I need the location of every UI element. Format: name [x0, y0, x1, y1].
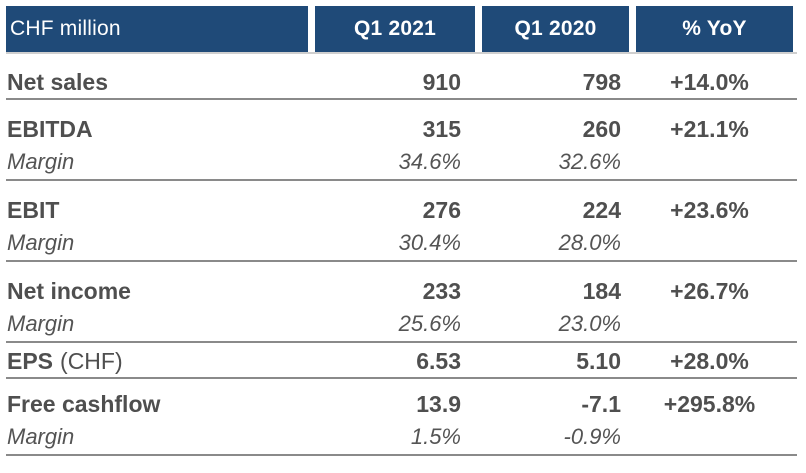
- margin-q1-2021: 34.6%: [398, 149, 461, 174]
- row-label: Net sales: [7, 68, 109, 95]
- group-net-sales: Net sales 910 798 +14.0%: [6, 54, 797, 100]
- table-row: EBITDA 315 260 +21.1%: [6, 113, 797, 145]
- margin-q1-2020: 28.0%: [558, 230, 621, 255]
- group-ebit: EBIT 276 224 +23.6% Margin 30.4% 28.0%: [6, 181, 797, 262]
- margin-label: Margin: [7, 149, 75, 174]
- row-label: EBIT: [7, 196, 60, 223]
- row-label: EPS (CHF): [6, 348, 315, 375]
- group-free-cashflow: Free cashflow 13.9 -7.1 +295.8% Margin 1…: [6, 379, 797, 456]
- margin-row: Margin 1.5% -0.9%: [6, 420, 797, 454]
- group-ebitda: EBITDA 315 260 +21.1% Margin 34.6% 32.6%: [6, 100, 797, 181]
- value-q1-2020: 5.10: [576, 347, 621, 374]
- value-q1-2021: 910: [422, 68, 461, 95]
- margin-q1-2020: 23.0%: [558, 311, 621, 336]
- group-eps: EPS (CHF) 6.53 5.10 +28.0%: [6, 343, 797, 379]
- margin-q1-2020: 32.6%: [558, 149, 621, 174]
- value-yoy: +14.0%: [670, 68, 749, 95]
- value-q1-2020: 184: [582, 277, 621, 304]
- value-q1-2021: 13.9: [416, 390, 461, 417]
- value-yoy: +21.1%: [670, 115, 749, 142]
- eps-unit-suffix: (CHF): [60, 347, 123, 374]
- eps-label: EPS: [7, 347, 54, 374]
- value-q1-2021: 276: [422, 196, 461, 223]
- value-q1-2020: 260: [582, 115, 621, 142]
- margin-q1-2021: 30.4%: [398, 230, 461, 255]
- header-unit-label: CHF million: [6, 6, 308, 52]
- table-row: Free cashflow 13.9 -7.1 +295.8%: [6, 388, 797, 420]
- table-row: EPS (CHF) 6.53 5.10 +28.0%: [6, 345, 797, 377]
- margin-q1-2021: 1.5%: [410, 424, 461, 449]
- row-label: EBITDA: [7, 115, 93, 142]
- table-row: EBIT 276 224 +23.6%: [6, 194, 797, 226]
- row-label: Net income: [7, 277, 131, 304]
- value-q1-2021: 6.53: [416, 347, 461, 374]
- table-header-row: CHF million Q1 2021 Q1 2020 % YoY: [6, 6, 793, 52]
- value-q1-2020: 798: [582, 68, 621, 95]
- margin-row: Margin 30.4% 28.0%: [6, 226, 797, 260]
- margin-row: Margin 25.6% 23.0%: [6, 307, 797, 341]
- margin-q1-2020: -0.9%: [563, 424, 621, 449]
- value-yoy: +28.0%: [670, 347, 749, 374]
- margin-label: Margin: [7, 311, 75, 336]
- value-q1-2021: 233: [422, 277, 461, 304]
- header-divider: [6, 52, 797, 54]
- row-label: Free cashflow: [7, 390, 161, 417]
- value-q1-2021: 315: [422, 115, 461, 142]
- header-col-yoy: % YoY: [636, 6, 793, 52]
- value-yoy: +295.8%: [663, 390, 756, 417]
- value-q1-2020: -7.1: [581, 390, 621, 417]
- value-q1-2020: 224: [582, 196, 621, 223]
- margin-row: Margin 34.6% 32.6%: [6, 145, 797, 179]
- table-row: Net sales 910 798 +14.0%: [6, 66, 797, 98]
- group-net-income: Net income 233 184 +26.7% Margin 25.6% 2…: [6, 262, 797, 343]
- results-table: CHF million Q1 2021 Q1 2020 % YoY Net sa…: [6, 6, 797, 456]
- value-yoy: +23.6%: [670, 196, 749, 223]
- margin-label: Margin: [7, 424, 75, 449]
- header-col-q1-2021: Q1 2021: [315, 6, 475, 52]
- header-col-q1-2020: Q1 2020: [482, 6, 629, 52]
- margin-label: Margin: [7, 230, 75, 255]
- value-yoy: +26.7%: [670, 277, 749, 304]
- margin-q1-2021: 25.6%: [398, 311, 461, 336]
- table-row: Net income 233 184 +26.7%: [6, 275, 797, 307]
